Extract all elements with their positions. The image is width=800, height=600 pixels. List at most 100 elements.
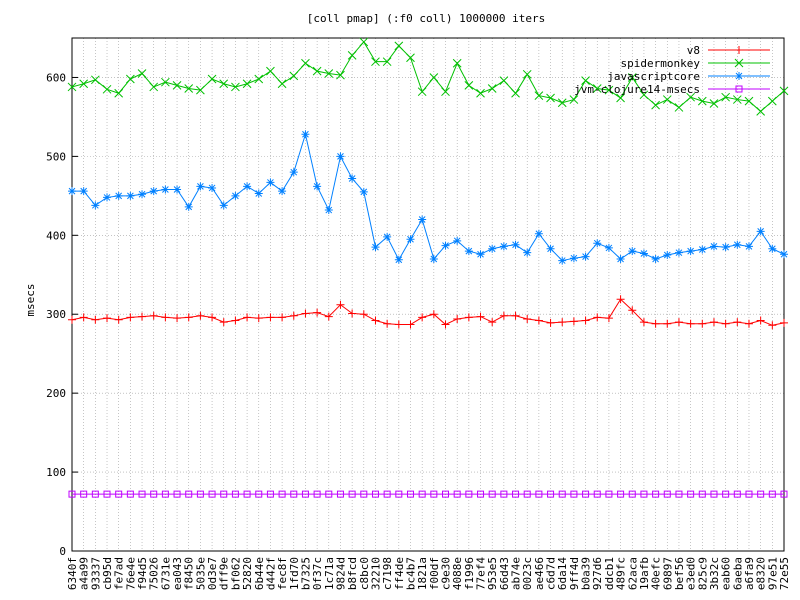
data-point <box>348 309 357 318</box>
y-tick-label: 500 <box>46 150 66 163</box>
data-point <box>371 316 380 325</box>
data-point <box>90 75 100 85</box>
data-point <box>488 318 497 327</box>
data-point <box>464 247 473 256</box>
data-point <box>616 93 625 103</box>
data-point <box>570 490 578 498</box>
x-tick-label: fe7ad <box>113 557 126 590</box>
data-point <box>289 311 298 320</box>
data-point <box>662 95 672 104</box>
data-point <box>780 318 788 327</box>
data-point <box>698 319 707 328</box>
data-point <box>651 254 660 263</box>
data-point <box>465 490 473 498</box>
data-point <box>780 490 788 498</box>
data-point <box>208 183 217 192</box>
x-tick-label: 9824d <box>334 557 347 590</box>
x-tick-label: 97e51 <box>766 557 779 590</box>
data-point <box>255 490 263 498</box>
data-point <box>80 490 88 498</box>
x-tick-label: f8450 <box>183 557 196 590</box>
x-tick-label: b7325 <box>299 557 312 590</box>
data-point <box>722 490 730 498</box>
data-point <box>347 51 357 60</box>
legend-marker <box>735 72 743 80</box>
x-tick-label: 927d6 <box>591 557 604 590</box>
data-point <box>639 249 648 258</box>
y-tick-label: 300 <box>46 308 66 321</box>
data-point <box>102 84 112 94</box>
data-point <box>254 74 264 84</box>
data-point <box>115 490 123 498</box>
legend-marker <box>735 85 743 93</box>
x-tick-label: 6340f <box>66 557 79 590</box>
legend-label: jvm-clojure14-msecs <box>574 83 700 96</box>
data-point <box>126 313 135 322</box>
x-tick-label: 0f37c <box>311 557 324 590</box>
data-point <box>277 79 287 89</box>
x-tick-label: 9ff4d <box>568 557 581 590</box>
data-point <box>429 310 438 319</box>
data-point <box>243 490 251 498</box>
data-point <box>710 490 718 498</box>
data-point <box>453 490 461 498</box>
data-point <box>406 235 415 244</box>
data-point <box>371 57 380 67</box>
legend-marker <box>735 46 743 54</box>
x-tick-label: dff9e <box>218 557 231 590</box>
data-point <box>744 242 753 251</box>
data-point <box>348 174 357 183</box>
data-point <box>173 490 181 498</box>
data-point <box>231 316 240 325</box>
x-tick-label: 62aca <box>626 557 639 590</box>
data-point <box>547 490 555 498</box>
x-tick-label: ddcb1 <box>603 557 616 590</box>
data-point <box>569 317 578 326</box>
data-point <box>126 490 134 498</box>
x-tick-label: e8320 <box>755 557 768 590</box>
data-point <box>686 319 695 328</box>
data-point <box>103 193 112 202</box>
data-point <box>313 308 322 317</box>
x-tick-label: b8fcd <box>346 557 359 590</box>
data-point <box>593 490 601 498</box>
data-point <box>278 187 287 196</box>
data-point <box>196 490 204 498</box>
legend-marker <box>734 58 744 68</box>
x-tick-label: 76e4e <box>124 557 137 590</box>
data-point <box>278 313 287 322</box>
data-point <box>757 490 765 498</box>
data-point <box>138 312 147 321</box>
x-tick-label: 40efc <box>650 557 663 590</box>
data-point <box>709 242 718 251</box>
data-point <box>593 313 602 322</box>
data-point <box>103 490 111 498</box>
data-point <box>360 490 368 498</box>
series-line <box>71 298 785 326</box>
data-point <box>687 490 695 498</box>
data-point <box>512 490 520 498</box>
data-point <box>581 76 590 85</box>
data-point <box>79 313 88 322</box>
data-point <box>511 240 520 249</box>
data-point <box>172 81 182 90</box>
data-point <box>523 314 532 323</box>
data-point <box>219 318 228 327</box>
series-line <box>71 41 785 113</box>
data-point <box>499 311 508 320</box>
data-point <box>535 490 543 498</box>
x-tick-label: 72e55 <box>778 557 791 590</box>
data-point <box>768 490 776 498</box>
chart-title: [coll pmap] (:f0 coll) 1000000 iters <box>307 12 545 25</box>
x-tick-label: a4a99 <box>78 557 91 590</box>
data-point <box>756 107 766 116</box>
data-point <box>674 248 683 257</box>
data-point <box>546 318 555 327</box>
data-point <box>698 490 706 498</box>
data-point <box>558 256 567 265</box>
data-point <box>733 490 741 498</box>
data-point <box>476 312 485 321</box>
x-tick-label: ab74e <box>510 557 523 590</box>
data-point <box>617 490 625 498</box>
data-point <box>581 316 590 325</box>
